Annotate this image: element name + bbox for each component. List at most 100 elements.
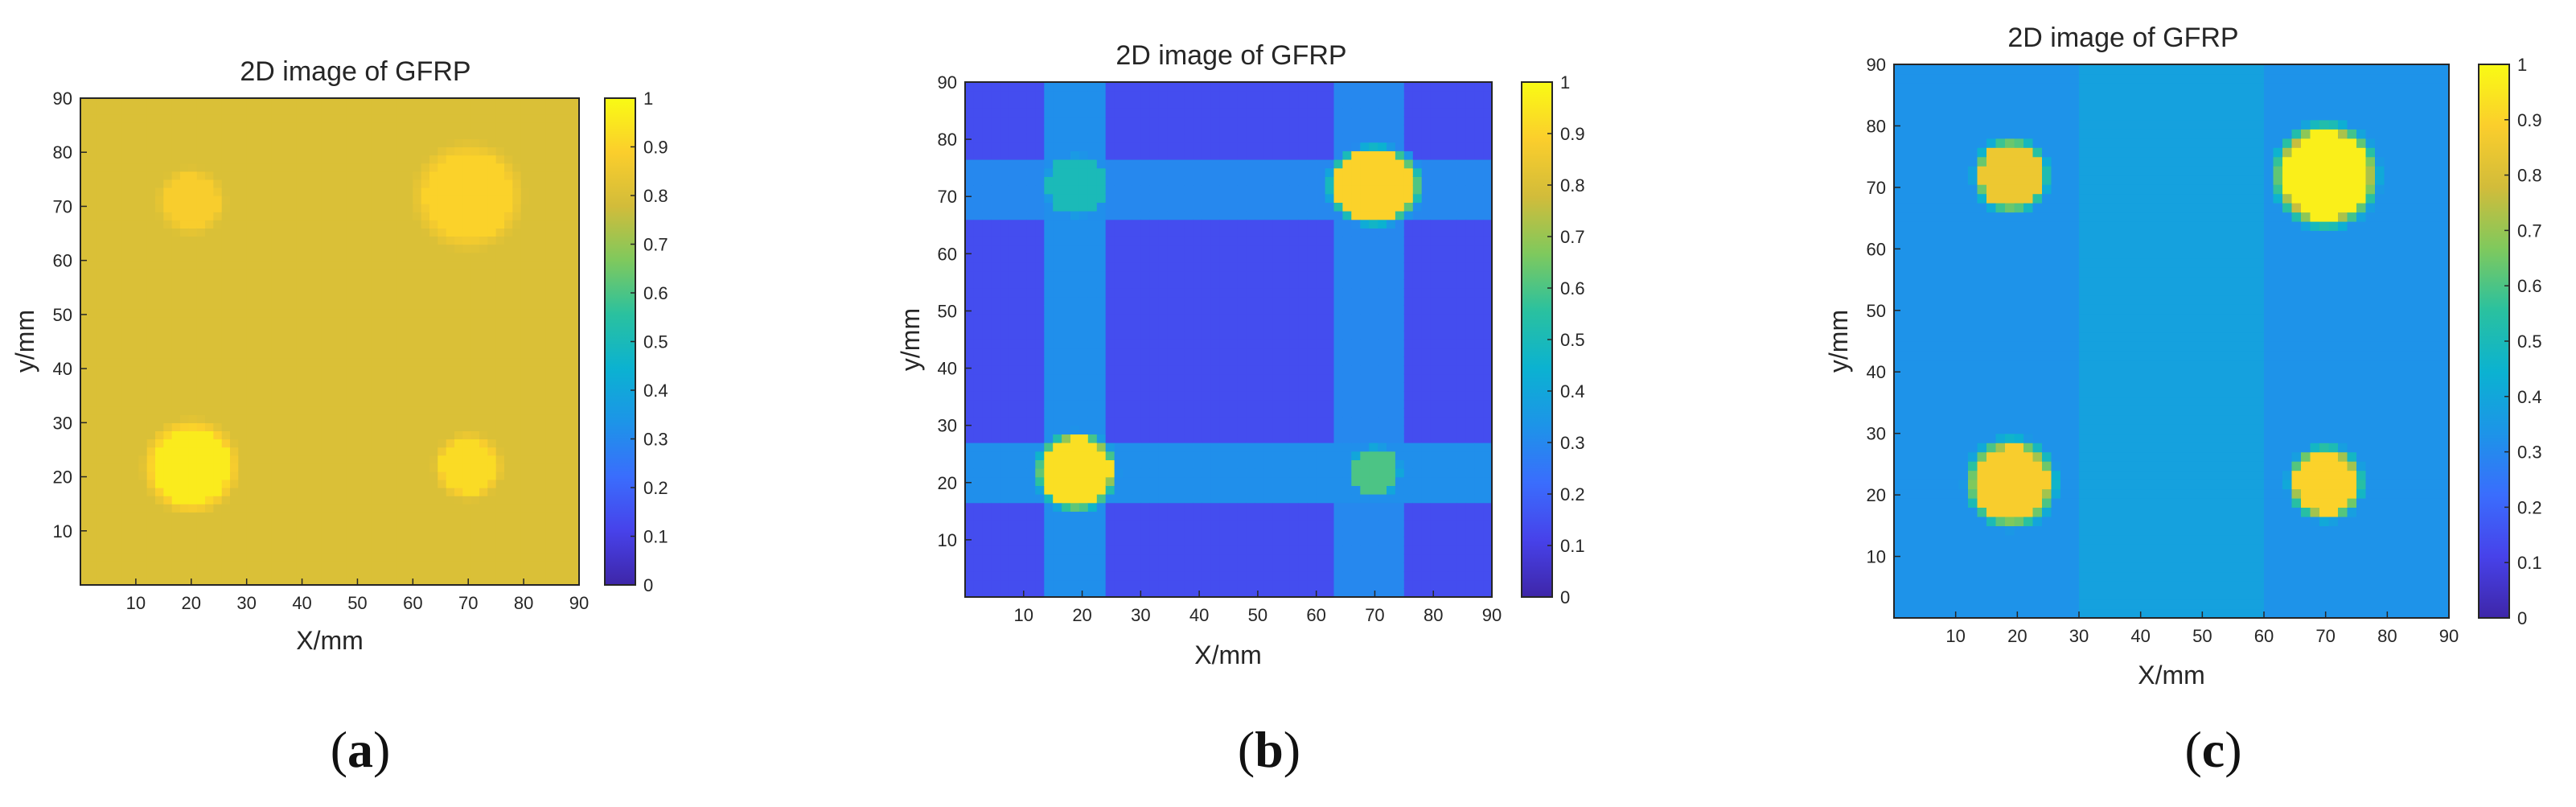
heatmap-cell xyxy=(1123,382,1132,392)
heatmap-cell xyxy=(1009,116,1019,126)
heatmap-cell xyxy=(171,414,181,423)
heatmap-cell xyxy=(1078,108,1089,117)
heatmap-cell xyxy=(429,154,438,164)
heatmap-cell xyxy=(1009,399,1019,409)
heatmap-cell xyxy=(545,455,555,464)
heatmap-cell xyxy=(205,179,214,188)
heatmap-cell xyxy=(1053,571,1062,581)
heatmap-cell xyxy=(520,512,530,521)
heatmap-cell xyxy=(380,455,388,464)
heatmap-cell xyxy=(238,455,248,464)
heatmap-cell xyxy=(1140,150,1150,160)
heatmap-cell xyxy=(1140,571,1150,581)
heatmap-cell xyxy=(1070,459,1080,469)
heatmap-cell xyxy=(413,504,422,513)
heatmap-cell xyxy=(146,236,156,245)
heatmap-cell xyxy=(321,154,331,164)
heatmap-cell xyxy=(421,317,430,326)
heatmap-cell xyxy=(1017,185,1027,195)
heatmap-cell xyxy=(529,463,538,472)
heatmap-cell xyxy=(1044,511,1054,521)
heatmap-cell xyxy=(991,373,1001,383)
heatmap-cell xyxy=(1087,314,1098,323)
heatmap-cell xyxy=(1087,245,1098,254)
heatmap-cell xyxy=(371,398,380,407)
heatmap-cell xyxy=(180,252,189,261)
heatmap-cell xyxy=(405,154,413,164)
heatmap-cell xyxy=(313,365,323,375)
heatmap-cell xyxy=(1000,331,1010,340)
heatmap-cell xyxy=(462,447,472,456)
heatmap-cell xyxy=(487,154,497,164)
heatmap-cell xyxy=(1149,425,1159,434)
heatmap-cell xyxy=(171,98,181,107)
heatmap-cell xyxy=(271,349,281,359)
heatmap-cell xyxy=(213,317,223,326)
heatmap-cell xyxy=(97,204,106,212)
heatmap-cell xyxy=(155,463,164,472)
heatmap-cell xyxy=(562,138,572,148)
heatmap-cell xyxy=(1114,546,1124,555)
heatmap-cell xyxy=(388,163,397,172)
heatmap-cell xyxy=(1140,193,1150,203)
heatmap-cell xyxy=(1078,546,1089,555)
heatmap-cell xyxy=(205,293,214,302)
heatmap-cell xyxy=(470,528,480,537)
heatmap-cell xyxy=(1017,90,1027,100)
heatmap-cell xyxy=(238,390,248,399)
heatmap-cell xyxy=(487,122,497,131)
heatmap-cell xyxy=(288,504,298,513)
heatmap-cell xyxy=(155,325,164,334)
heatmap-cell xyxy=(105,488,114,496)
heatmap-cell xyxy=(973,159,984,169)
heatmap-cell xyxy=(246,204,256,212)
heatmap-cell xyxy=(171,301,181,310)
heatmap-cell xyxy=(196,438,206,448)
heatmap-cell xyxy=(1044,391,1054,401)
heatmap-cell xyxy=(213,341,223,351)
heatmap-cell xyxy=(570,293,580,302)
heatmap-cell xyxy=(1087,159,1098,169)
heatmap-cell xyxy=(296,163,306,172)
heatmap-cell xyxy=(446,301,455,310)
heatmap-cell xyxy=(454,276,463,286)
heatmap-cell xyxy=(130,212,139,220)
heatmap-cell xyxy=(313,252,323,261)
heatmap-cell xyxy=(545,268,555,278)
heatmap-cell xyxy=(512,212,522,220)
heatmap-cell xyxy=(562,212,572,220)
heatmap-cell xyxy=(380,317,388,326)
heatmap-cell xyxy=(1053,211,1062,220)
heatmap-cell xyxy=(330,422,339,431)
heatmap-cell xyxy=(413,284,422,294)
heatmap-cell xyxy=(88,398,98,407)
heatmap-cell xyxy=(520,357,530,367)
heatmap-cell xyxy=(1070,185,1080,195)
heatmap-cell xyxy=(1123,296,1132,306)
heatmap-cell xyxy=(246,471,256,480)
heatmap-cell xyxy=(321,463,331,472)
heatmap-cell xyxy=(462,196,472,204)
heatmap-cell xyxy=(238,552,248,562)
heatmap-cell xyxy=(388,568,397,578)
heatmap-cell xyxy=(982,245,992,254)
heatmap-cell xyxy=(982,537,992,546)
heatmap-cell xyxy=(80,187,89,196)
heatmap-cell xyxy=(529,568,538,578)
heatmap-cell xyxy=(330,196,339,204)
heatmap-cell xyxy=(495,268,505,278)
heatmap-cell xyxy=(562,293,572,302)
heatmap-cell xyxy=(1070,262,1080,272)
heatmap-cell xyxy=(280,98,289,107)
heatmap-cell xyxy=(346,373,355,383)
heatmap-cell xyxy=(991,571,1001,581)
heatmap-cell xyxy=(255,212,264,220)
heatmap-cell xyxy=(238,154,248,164)
heatmap-cell xyxy=(421,406,430,415)
heatmap-cell xyxy=(238,146,248,156)
heatmap-cell xyxy=(1000,125,1010,134)
heatmap-cell xyxy=(512,357,522,367)
heatmap-cell xyxy=(413,398,422,407)
heatmap-cell xyxy=(1026,331,1036,340)
heatmap-cell xyxy=(1087,185,1098,195)
